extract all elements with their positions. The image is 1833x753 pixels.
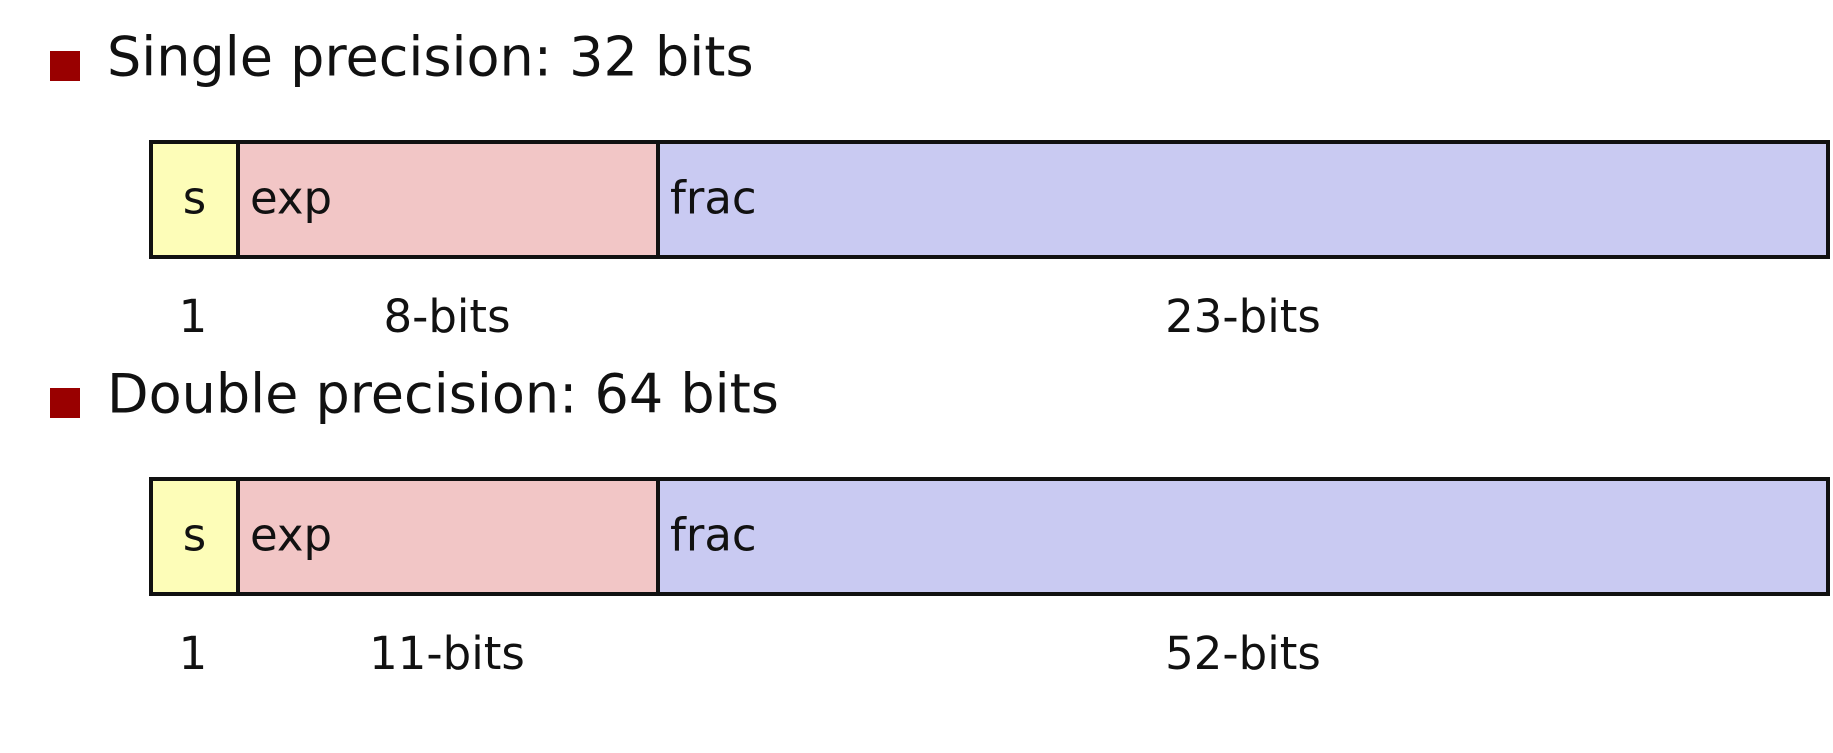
field-label: s	[183, 172, 206, 225]
field-label: frac	[670, 172, 757, 225]
field-label: exp	[250, 172, 332, 225]
format-section: Double precision: 64 bits s 1 exp 11-bits fra…	[50, 363, 1830, 680]
bullet	[50, 388, 80, 418]
field-box	[236, 140, 660, 259]
field-box	[149, 140, 240, 259]
field-label: s	[183, 509, 206, 562]
field-box	[656, 140, 1830, 259]
field-size: 1	[179, 290, 208, 343]
format-section: Single precision: 32 bits s 1 exp 8-bits frac…	[50, 26, 1830, 343]
bullet	[50, 51, 80, 81]
field-label: frac	[670, 509, 757, 562]
field-size: 8-bits	[383, 290, 510, 343]
field-size: 52-bits	[1165, 627, 1321, 680]
field-size: 11-bits	[369, 627, 525, 680]
section-title: Single precision: 32 bits	[107, 26, 754, 89]
section-title: Double precision: 64 bits	[107, 363, 779, 426]
field-size: 1	[179, 627, 208, 680]
field-label: exp	[250, 509, 332, 562]
field-box	[656, 477, 1830, 596]
field-box	[149, 477, 240, 596]
field-size: 23-bits	[1165, 290, 1321, 343]
